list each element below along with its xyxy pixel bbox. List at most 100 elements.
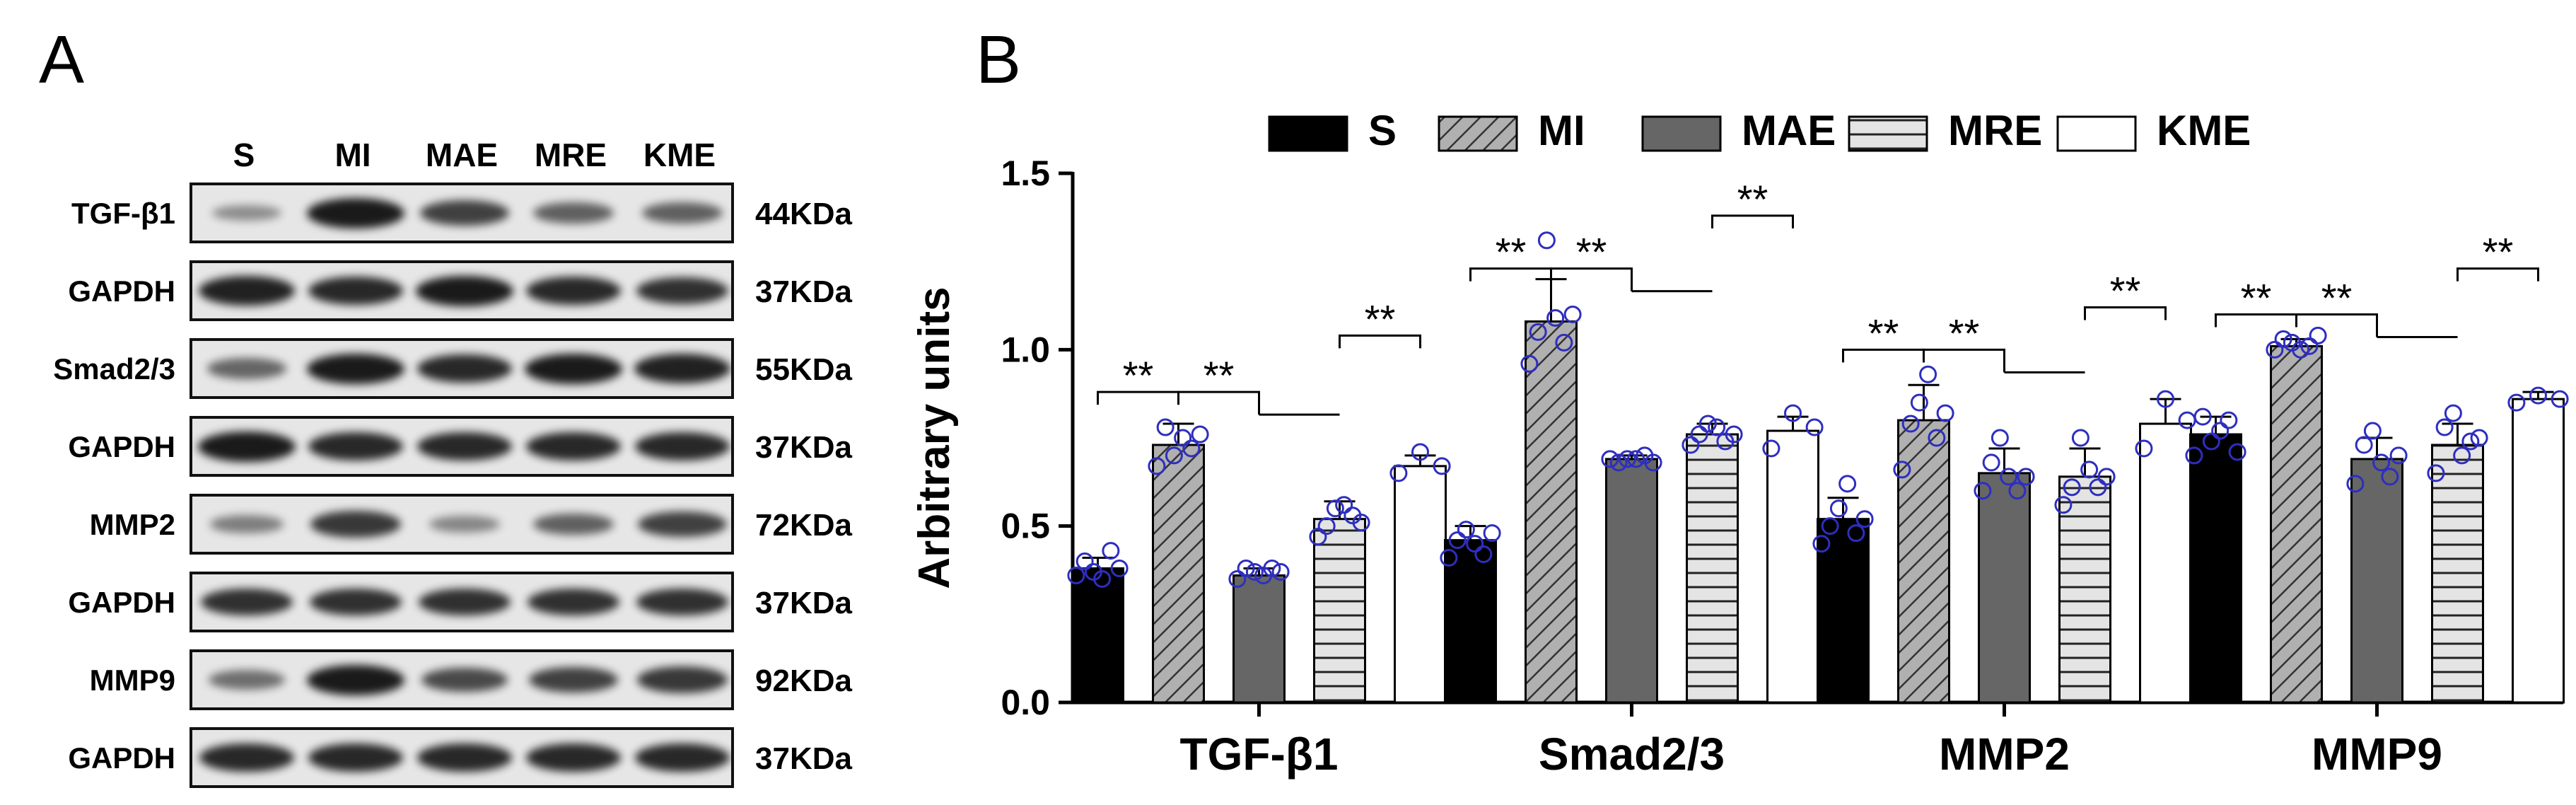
- data-point: [2211, 422, 2230, 440]
- legend-label-kme: KME: [2157, 107, 2251, 154]
- blot-band: [636, 277, 729, 305]
- bar: [1686, 433, 1739, 704]
- data-point: [1762, 439, 1781, 458]
- data-point: [1326, 499, 1344, 518]
- blot-band: [637, 666, 728, 693]
- bar-chart-panel: B S MI MAE MRE KME 0.0 0.5 1.0 1.5 Arbitrary uni…: [912, 0, 2576, 805]
- data-point: [1237, 560, 1255, 578]
- data-point: [2346, 475, 2365, 493]
- bar: [1394, 465, 1447, 704]
- blot-band: [417, 743, 512, 772]
- blot-band: [308, 432, 403, 461]
- data-point: [2063, 478, 2081, 497]
- blot-band: [638, 511, 727, 538]
- blot-band: [527, 588, 620, 616]
- blot-band: [532, 202, 614, 224]
- significance-label: **: [1123, 353, 1154, 398]
- data-point: [1520, 354, 1539, 373]
- significance-bracket: [1177, 390, 1260, 415]
- blot-band: [207, 358, 286, 379]
- bar: [1978, 472, 2031, 704]
- blot-band: [211, 204, 282, 221]
- data-point: [1821, 517, 1839, 535]
- blot-band: [306, 664, 405, 695]
- blot-band: [308, 743, 403, 772]
- bar: [1232, 574, 1286, 704]
- data-point: [1644, 453, 1662, 472]
- significance-label: **: [1496, 230, 1527, 274]
- bar: [1313, 518, 1366, 704]
- data-point: [1855, 510, 1874, 528]
- lane-header-mi: MI: [334, 137, 371, 173]
- blot-band: [415, 275, 514, 306]
- data-point: [2372, 453, 2391, 472]
- blot-row-size: 37KDa: [755, 741, 852, 776]
- blot-band: [635, 743, 730, 772]
- data-point: [1389, 464, 1408, 482]
- data-point: [1627, 450, 1645, 468]
- western-blot-panel: A S MI MAE MRE KME TGF-β1 44KDa GAPDH 37KDa Smad…: [0, 0, 912, 805]
- data-point: [1309, 528, 1327, 546]
- significance-label: **: [1737, 177, 1768, 221]
- bar: [2270, 344, 2323, 704]
- significance-label: **: [1576, 230, 1607, 274]
- data-point: [1974, 482, 1992, 500]
- data-point: [1847, 524, 1865, 543]
- bar: [2431, 444, 2484, 704]
- blot-band: [309, 588, 402, 616]
- bar: [2350, 458, 2403, 704]
- data-point: [1483, 524, 1501, 543]
- data-point: [1317, 517, 1336, 535]
- x-tick-label: MMP9: [2312, 729, 2442, 780]
- data-point: [1245, 562, 1264, 581]
- blot-image: [190, 260, 734, 321]
- data-point: [1076, 552, 1094, 571]
- data-point: [1982, 453, 2000, 472]
- data-point: [2135, 439, 2153, 458]
- data-point: [1563, 305, 1582, 323]
- bars: [1067, 231, 2569, 704]
- data-point: [1271, 562, 1290, 581]
- data-point: [1110, 560, 1129, 578]
- data-point: [2071, 429, 2090, 447]
- blot-band: [417, 354, 512, 383]
- data-point: [1148, 457, 1166, 475]
- data-point: [2529, 386, 2547, 405]
- blot-band: [418, 588, 511, 616]
- blot-band: [306, 353, 405, 384]
- significance-label: **: [2321, 275, 2353, 320]
- blot-band: [308, 276, 403, 306]
- legend-label-mi: MI: [1538, 107, 1585, 154]
- data-point: [2309, 326, 2327, 344]
- significance-label: **: [1949, 311, 1980, 355]
- data-point: [2097, 468, 2116, 486]
- data-point: [2355, 436, 2373, 454]
- data-point: [2202, 432, 2220, 451]
- data-point: [1555, 333, 1573, 352]
- blot-band: [417, 432, 512, 461]
- data-point: [1725, 425, 1743, 444]
- data-point: [1901, 415, 1920, 433]
- significance-label: **: [1868, 311, 1899, 355]
- data-point: [2089, 478, 2107, 497]
- blot-row-label: GAPDH: [68, 274, 175, 308]
- blot-row-label: MMP9: [89, 664, 175, 697]
- data-point: [1440, 549, 1458, 567]
- blot-row-size: 37KDa: [755, 430, 852, 465]
- blot-band: [635, 432, 730, 461]
- data-point: [2220, 411, 2238, 429]
- y-axis-label: Arbitrary units: [912, 286, 959, 589]
- significance-label: **: [2241, 275, 2272, 320]
- data-point: [1928, 429, 1946, 447]
- blot-band: [526, 276, 621, 306]
- blot-image: [190, 416, 734, 477]
- blot-row-label: TGF-β1: [71, 197, 175, 230]
- significance-label: **: [1365, 296, 1396, 341]
- data-point: [1812, 535, 1831, 553]
- significance-label: **: [2110, 268, 2141, 313]
- data-point: [1609, 453, 1628, 472]
- data-point: [1690, 425, 1708, 444]
- data-point: [1698, 415, 1717, 433]
- data-point: [1457, 521, 1475, 539]
- blot-row-label: GAPDH: [68, 741, 175, 775]
